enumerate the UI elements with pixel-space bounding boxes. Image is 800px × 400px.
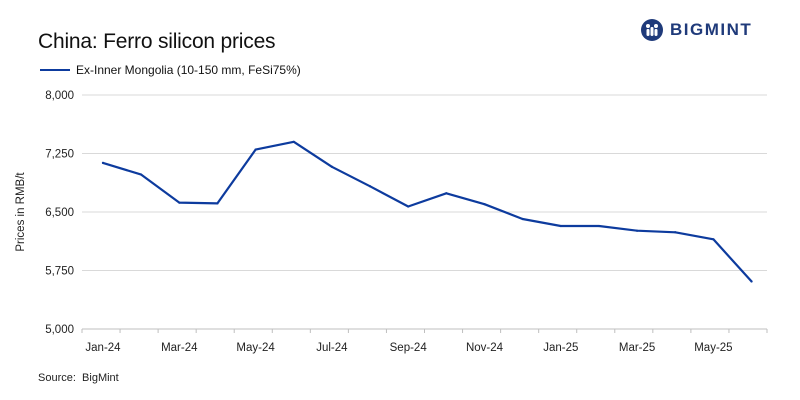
- brand-logo: BIGMINT: [640, 18, 752, 42]
- data-point: [254, 148, 257, 151]
- data-point: [101, 161, 105, 164]
- x-tick-label: Mar-25: [619, 342, 655, 354]
- x-tick-label: Nov-24: [466, 342, 504, 354]
- x-tick-label: Jan-25: [543, 342, 578, 354]
- data-point: [636, 229, 639, 232]
- y-tick-label: 5,000: [45, 324, 74, 336]
- source-note: Source: BigMint: [38, 372, 119, 384]
- legend-label: Ex-Inner Mongolia (10-150 mm, FeSi75%): [76, 63, 301, 77]
- y-tick-label: 5,750: [45, 266, 74, 278]
- data-point: [559, 224, 562, 228]
- axes: [81, 328, 768, 333]
- data-point: [674, 231, 677, 234]
- data-point: [712, 238, 715, 241]
- y-tick-label: 8,000: [45, 90, 74, 102]
- data-point: [445, 192, 448, 195]
- x-tick-label: May-25: [694, 342, 732, 354]
- data-point: [292, 140, 295, 143]
- bigmint-logo-icon: [641, 19, 663, 41]
- x-tick-label: Jan-24: [85, 342, 121, 354]
- data-point: [597, 224, 601, 228]
- x-tick-label: Jul-24: [316, 342, 348, 354]
- brand-name: BIGMINT: [670, 20, 753, 39]
- source-label: Source:: [38, 372, 76, 384]
- data-point: [407, 205, 410, 208]
- chart-title: China: Ferro silicon prices: [38, 30, 276, 53]
- data-point: [178, 201, 181, 204]
- source-value: BigMint: [82, 372, 119, 384]
- grid-lines: [82, 94, 767, 271]
- legend: Ex-Inner Mongolia (10-150 mm, FeSi75%): [40, 63, 301, 77]
- data-point: [368, 185, 372, 188]
- x-tick-label: May-24: [236, 342, 275, 354]
- data-point: [140, 173, 143, 176]
- data-point: [483, 203, 486, 206]
- data-point: [330, 165, 333, 168]
- data-point: [216, 202, 219, 205]
- series-layer: [101, 140, 753, 283]
- x-tick-label: Sep-24: [390, 342, 428, 354]
- y-tick-labels: 5,000 5,750 6,500 7,250 8,000: [45, 90, 74, 336]
- data-point: [750, 280, 753, 283]
- y-axis-label: Prices in RMB/t: [15, 172, 27, 252]
- y-tick-label: 6,500: [45, 207, 74, 219]
- x-tick-label: Mar-24: [161, 342, 198, 354]
- y-tick-label: 7,250: [45, 149, 74, 161]
- data-point: [521, 217, 524, 221]
- series-line: [101, 140, 753, 283]
- legend-swatch: [40, 69, 70, 71]
- x-tick-labels: Jan-24 Mar-24 May-24 Jul-24 Sep-24 Nov-24 Jan-…: [85, 342, 732, 354]
